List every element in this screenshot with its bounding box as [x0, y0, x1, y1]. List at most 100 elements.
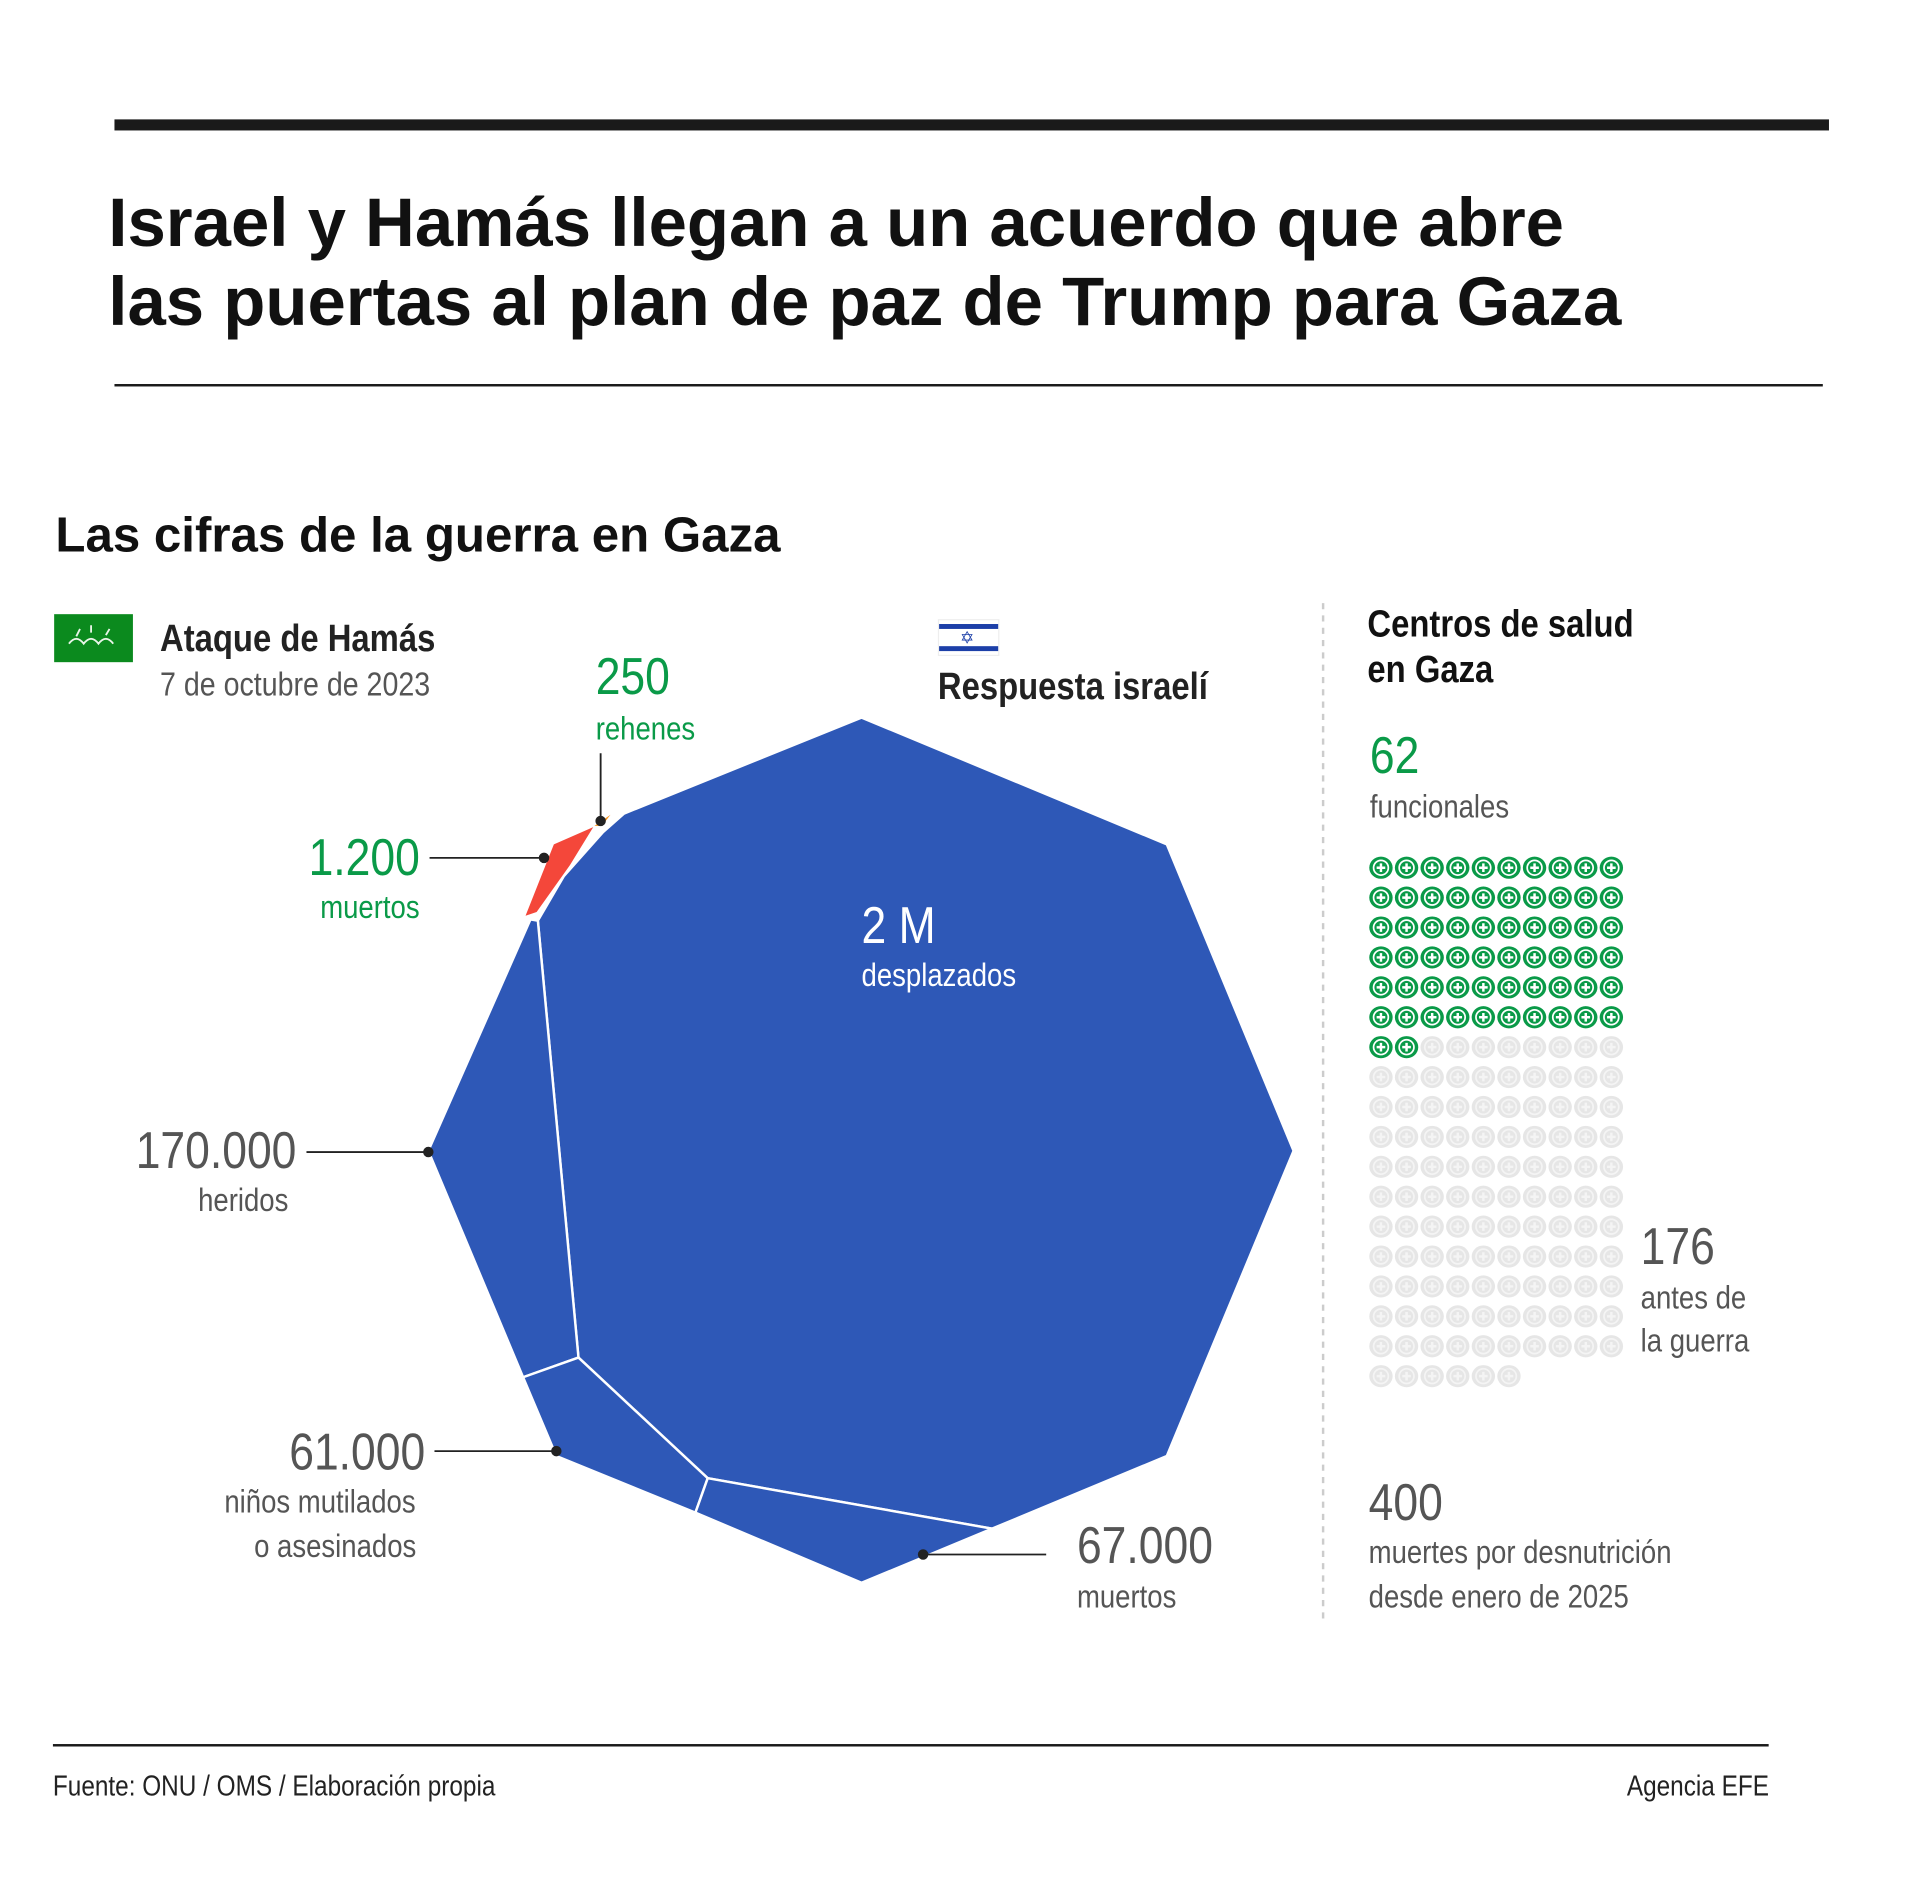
- closed-center-icon: [1394, 1125, 1419, 1148]
- closed-center-icon: [1548, 1125, 1572, 1148]
- functional-center-icon: [1446, 946, 1470, 969]
- malnutrition-label-1: muertes por desnutrición: [1369, 1534, 1721, 1571]
- closed-center-icon: [1471, 1245, 1496, 1268]
- functional-center-icon: [1369, 886, 1393, 909]
- closed-center-icon: [1522, 1275, 1547, 1298]
- closed-center-icon: [1420, 1245, 1444, 1268]
- closed-center-icon: [1599, 1036, 1624, 1059]
- closed-center-icon: [1548, 1155, 1572, 1178]
- closed-center-icon: [1497, 1275, 1521, 1298]
- closed-center-icon: [1446, 1215, 1470, 1238]
- muertos-hamas-dot: [538, 852, 550, 864]
- ninos-value-text: 61.000: [288, 1422, 425, 1481]
- before-value-text: 176: [1640, 1217, 1715, 1276]
- israel-title-text: Respuesta israelí: [937, 664, 1208, 708]
- muertos-israel-label: muertos: [1077, 1578, 1193, 1615]
- desplazados-region: [536, 716, 1295, 1530]
- functional-center-icon: [1471, 1006, 1496, 1029]
- health-centers-waffle: [1369, 855, 1630, 1397]
- hamas-flag-icon: [54, 614, 133, 663]
- closed-center-icon: [1548, 1245, 1572, 1268]
- closed-center-icon: [1599, 1305, 1624, 1328]
- closed-center-icon: [1574, 1275, 1598, 1298]
- functional-center-icon: [1446, 976, 1470, 999]
- rehenes-value: 250: [596, 649, 682, 704]
- closed-center-icon: [1548, 1095, 1572, 1119]
- closed-center-icon: [1599, 1185, 1624, 1208]
- functional-center-icon: [1574, 886, 1598, 909]
- closed-center-icon: [1574, 1215, 1598, 1238]
- closed-center-icon: [1522, 1036, 1547, 1059]
- rehenes-label-text: rehenes: [595, 710, 696, 748]
- functional-center-icon: [1522, 856, 1547, 879]
- closed-center-icon: [1599, 1215, 1624, 1238]
- functional-center-icon: [1599, 976, 1624, 999]
- muertos-hamas-label: muertos: [304, 889, 419, 926]
- credit-text: Agencia EFE: [1603, 1770, 1769, 1803]
- closed-center-icon: [1446, 1185, 1470, 1208]
- closed-center-icon: [1446, 1095, 1470, 1119]
- functional-center-icon: [1394, 886, 1419, 909]
- muertos-israel-label-text: muertos: [1076, 1577, 1177, 1615]
- closed-center-icon: [1574, 1095, 1598, 1119]
- closed-center-icon: [1420, 1305, 1444, 1328]
- closed-center-icon: [1420, 1275, 1444, 1298]
- closed-center-icon: [1394, 1305, 1419, 1328]
- before-label-1-text: antes de: [1640, 1278, 1747, 1316]
- closed-center-icon: [1471, 1155, 1496, 1178]
- functional-center-icon: [1548, 976, 1572, 999]
- closed-center-icon: [1394, 1245, 1419, 1268]
- functional-center-icon: [1522, 976, 1547, 999]
- closed-center-icon: [1420, 1155, 1444, 1178]
- functional-center-icon: [1394, 1036, 1419, 1059]
- functional-center-icon: [1574, 856, 1598, 879]
- closed-center-icon: [1446, 1155, 1470, 1178]
- muertos-hamas-value-text: 1.200: [308, 828, 420, 887]
- hamas-date-text: 7 de octubre de 2023: [160, 665, 431, 703]
- functional-center-icon: [1446, 916, 1470, 939]
- malnutrition-label-2: desde enero de 2025: [1369, 1578, 1672, 1615]
- closed-center-icon: [1548, 1335, 1572, 1358]
- closed-center-icon: [1497, 1215, 1521, 1238]
- hamas-title-text: Ataque de Hamás: [160, 616, 436, 660]
- functional-center-icon: [1369, 1006, 1393, 1029]
- hamas-legend-title: Ataque de Hamás: [160, 617, 480, 661]
- malnutrition-value-text: 400: [1368, 1473, 1443, 1532]
- closed-center-icon: [1574, 1245, 1598, 1268]
- closed-center-icon: [1574, 1155, 1598, 1178]
- section-title: Las cifras de la guerra en Gaza: [55, 508, 781, 563]
- closed-center-icon: [1369, 1365, 1393, 1388]
- closed-center-icon: [1394, 1065, 1419, 1089]
- desplazados-label: desplazados: [862, 956, 1042, 993]
- muertos-hamas-value: 1.200: [290, 828, 420, 887]
- functional-center-icon: [1548, 856, 1572, 879]
- source-text: Fuente: ONU / OMS / Elaboración propia: [53, 1770, 568, 1803]
- muertos-hamas-region: [525, 827, 594, 916]
- closed-center-icon: [1369, 1065, 1393, 1089]
- headline-line-1: Israel y Hamás llegan a un acuerdo que a…: [108, 183, 1564, 261]
- functional-center-icon: [1369, 976, 1393, 999]
- closed-center-icon: [1574, 1125, 1598, 1148]
- ninos-value: 61.000: [267, 1425, 425, 1479]
- closed-center-icon: [1446, 1245, 1470, 1268]
- closed-center-icon: [1497, 1245, 1521, 1268]
- functional-center-icon: [1394, 916, 1419, 939]
- closed-center-icon: [1446, 1305, 1470, 1328]
- desplazados-label-text: desplazados: [861, 956, 1017, 994]
- closed-center-icon: [1420, 1125, 1444, 1148]
- functional-center-icon: [1522, 946, 1547, 969]
- closed-center-icon: [1369, 1275, 1393, 1298]
- closed-center-icon: [1548, 1065, 1572, 1089]
- functional-center-icon: [1548, 1006, 1572, 1029]
- heridos-dot: [423, 1146, 434, 1158]
- closed-center-icon: [1394, 1095, 1419, 1119]
- closed-center-icon: [1574, 1305, 1598, 1328]
- health-title-1-text: Centros de salud: [1367, 601, 1634, 645]
- before-label-1: antes de: [1641, 1279, 1764, 1316]
- health-title-1: Centros de salud: [1367, 602, 1677, 646]
- closed-center-icon: [1369, 1245, 1393, 1268]
- closed-center-icon: [1548, 1185, 1572, 1208]
- closed-center-icon: [1369, 1335, 1393, 1358]
- israel-flag-icon: ✡: [937, 619, 1000, 657]
- closed-center-icon: [1522, 1095, 1547, 1119]
